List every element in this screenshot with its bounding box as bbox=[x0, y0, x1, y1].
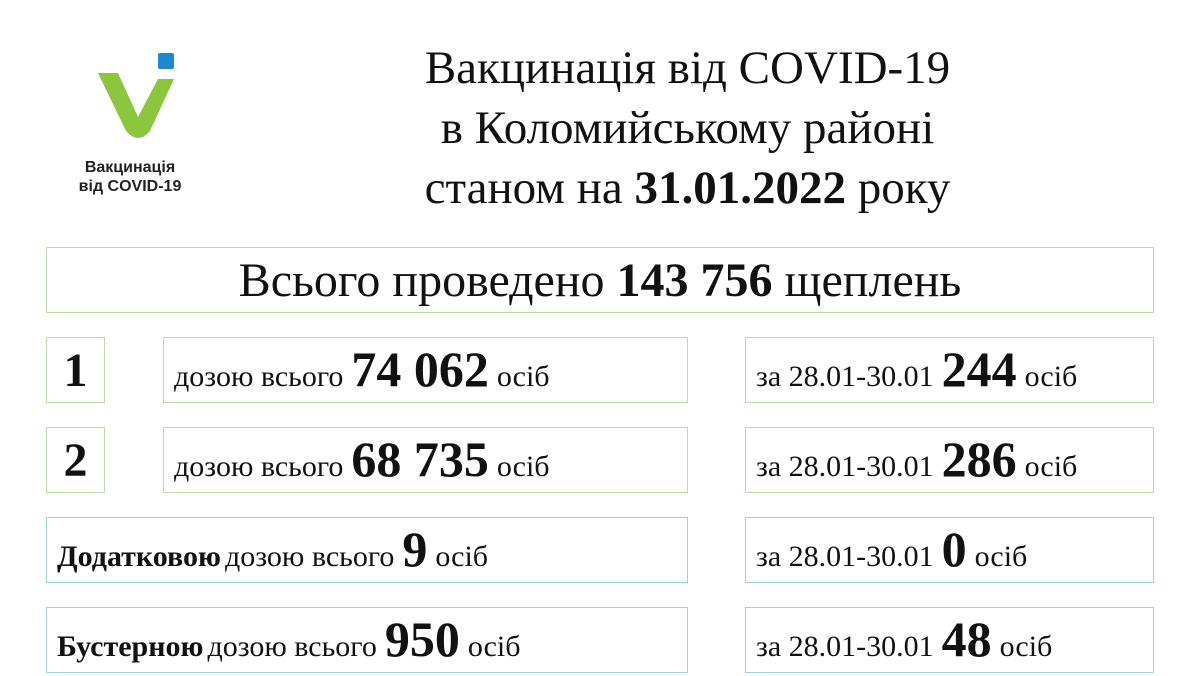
dose-2-period: за 28.01-30.01 286 осіб bbox=[745, 427, 1154, 493]
page-title: Вакцинація від COVID-19 в Коломийському … bbox=[424, 42, 951, 214]
dose-2-label: 2 bbox=[46, 427, 105, 493]
logo-text: Вакцинація від COVID-19 bbox=[78, 159, 182, 195]
dose-1-period: за 28.01-30.01 244 осіб bbox=[745, 337, 1154, 403]
vaccination-logo-icon bbox=[98, 53, 174, 138]
booster-dose-period: за 28.01-30.01 48 осіб bbox=[745, 607, 1154, 673]
dose-1-total: дозою всього 74 062 осіб bbox=[163, 337, 688, 403]
additional-dose-total: Додатковою дозою всього 9 осіб bbox=[46, 517, 688, 583]
dose-1-label: 1 bbox=[46, 337, 105, 403]
dose-2-total: дозою всього 68 735 осіб bbox=[163, 427, 688, 493]
total-box: Всього проведено 143 756 щеплень bbox=[46, 247, 1154, 313]
logo: Вакцинація від COVID-19 bbox=[60, 45, 220, 195]
booster-dose-total: Бустерною дозою всього 950 осіб bbox=[46, 607, 688, 673]
additional-dose-period: за 28.01-30.01 0 осіб bbox=[745, 517, 1154, 583]
